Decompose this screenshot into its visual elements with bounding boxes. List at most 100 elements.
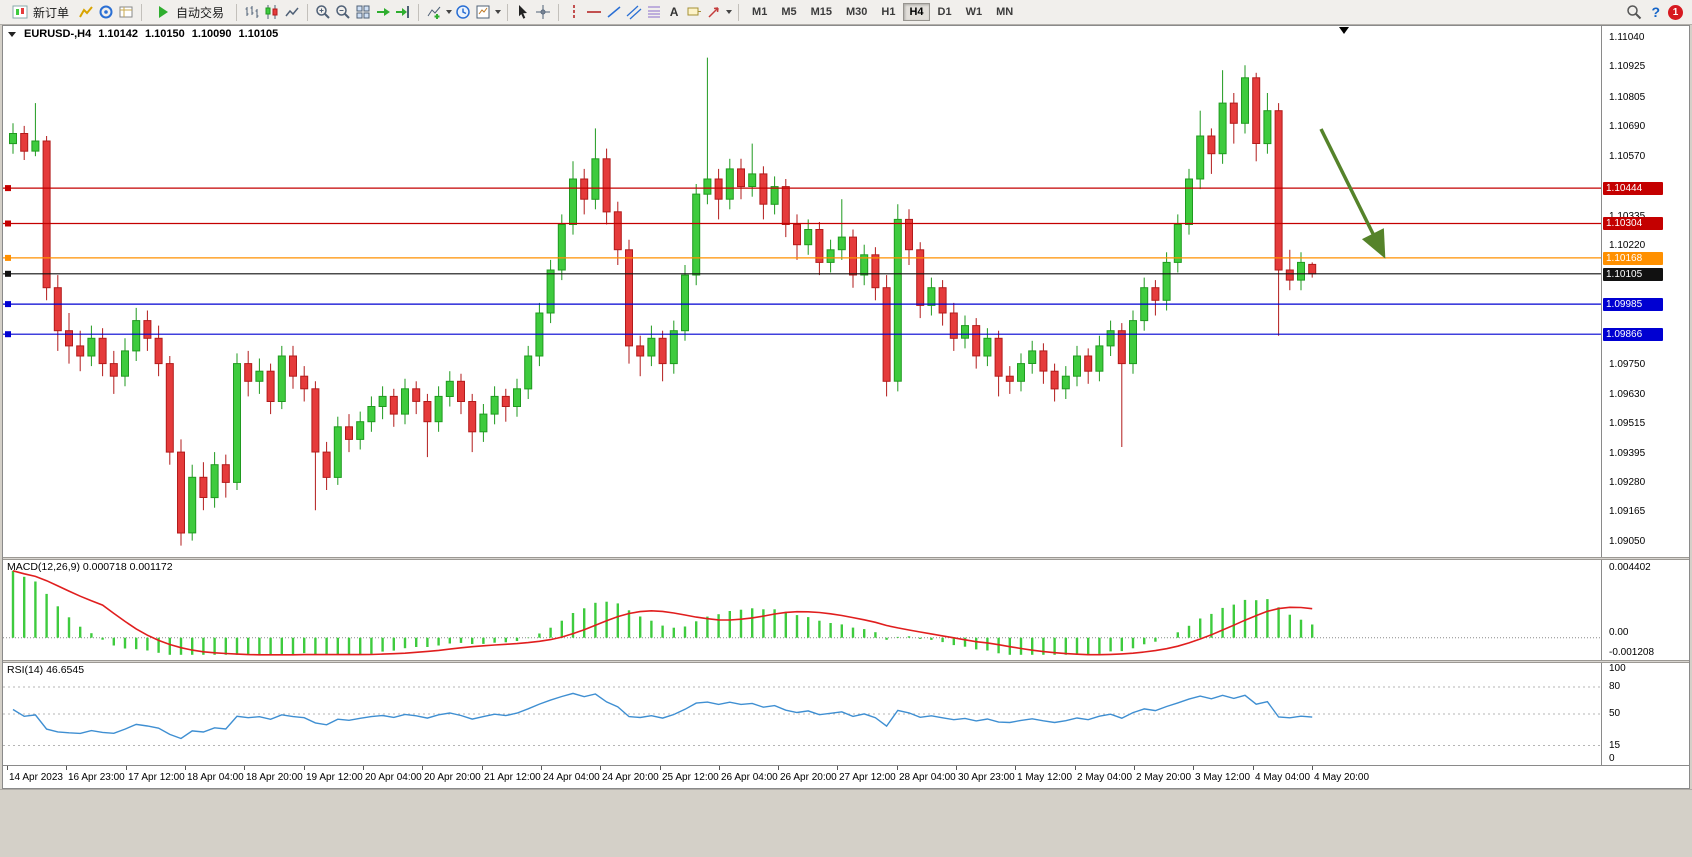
timeframe-button-MN[interactable]: MN xyxy=(996,6,1014,18)
main-chart-plot[interactable]: EURUSD-,H4 1.10142 1.10150 1.10090 1.101… xyxy=(3,26,1601,557)
time-label: 14 Apr 2023 xyxy=(9,772,63,783)
annotation-arrow[interactable] xyxy=(1319,128,1386,259)
price-tick-label: 1.09280 xyxy=(1609,477,1646,488)
price-tick-label: 1.09630 xyxy=(1609,389,1646,400)
rsi-axis-label: 15 xyxy=(1609,740,1621,751)
market-watch-icon[interactable] xyxy=(97,3,115,21)
cursor-icon[interactable] xyxy=(514,3,532,21)
time-label: 20 Apr 20:00 xyxy=(424,772,481,783)
time-tick xyxy=(244,766,245,770)
time-tick xyxy=(7,766,8,770)
search-icon[interactable] xyxy=(1625,3,1643,21)
rsi-axis-label: 100 xyxy=(1609,663,1626,674)
price-tick-label: 1.10805 xyxy=(1609,92,1646,103)
time-tick xyxy=(1312,766,1313,770)
chart-high-value: 1.10150 xyxy=(145,28,185,40)
clock-icon[interactable] xyxy=(454,3,472,21)
time-label: 4 May 04:00 xyxy=(1255,772,1311,783)
ohlc-bars-icon[interactable] xyxy=(243,3,261,21)
time-tick xyxy=(1253,766,1254,770)
macd-axis: 0.004402 0.00 -0.001208 xyxy=(1601,560,1689,660)
price-tick-label: 1.10570 xyxy=(1609,151,1646,162)
auto-trading-label: 自动交易 xyxy=(176,5,225,20)
equidistant-channel-icon[interactable] xyxy=(625,3,643,21)
panel-splitter[interactable] xyxy=(3,660,1689,663)
time-label: 18 Apr 20:00 xyxy=(246,772,303,783)
time-label: 24 Apr 20:00 xyxy=(602,772,659,783)
timeframe-button-M15[interactable]: M15 xyxy=(810,6,832,18)
bar-shift-marker[interactable] xyxy=(1339,27,1349,34)
trendline-icon[interactable] xyxy=(605,3,623,21)
tile-windows-icon[interactable] xyxy=(354,3,372,21)
arrows-tool-icon[interactable] xyxy=(705,3,723,21)
toolbar-separator xyxy=(558,3,560,21)
notification-badge[interactable]: 1 xyxy=(1668,4,1683,20)
timeframe-button-W1[interactable]: W1 xyxy=(965,6,983,18)
toolbar-separator xyxy=(307,3,309,21)
time-tick xyxy=(837,766,838,770)
time-tick xyxy=(541,766,542,770)
rsi-plot[interactable]: RSI(14) 46.6545 xyxy=(3,663,1601,765)
templates-dropdown-caret-icon[interactable] xyxy=(495,10,502,14)
arrows-dropdown-caret-icon[interactable] xyxy=(726,10,733,14)
text-tool-icon[interactable]: A xyxy=(669,5,679,19)
rsi-chart[interactable] xyxy=(3,663,1601,765)
macd-axis-label: 0.00 xyxy=(1609,627,1629,638)
vertical-line-icon[interactable] xyxy=(565,3,583,21)
one-click-trading-collapse-icon[interactable] xyxy=(8,31,16,37)
data-window-icon[interactable] xyxy=(117,3,135,21)
rsi-axis-label: 0 xyxy=(1609,753,1615,764)
time-label: 26 Apr 20:00 xyxy=(780,772,837,783)
new-order-button[interactable]: 新订单 xyxy=(5,2,75,23)
support-line-1-price-badge: 1.09985 xyxy=(1603,298,1663,311)
time-tick xyxy=(660,766,661,770)
templates-icon[interactable] xyxy=(474,3,492,21)
time-label: 25 Apr 12:00 xyxy=(662,772,719,783)
crosshair-icon[interactable] xyxy=(534,3,552,21)
time-axis[interactable]: 14 Apr 2023 16 Apr 23:00 17 Apr 12:00 18 Ap… xyxy=(3,765,1689,788)
time-tick xyxy=(600,766,601,770)
time-label: 3 May 12:00 xyxy=(1195,772,1251,783)
line-chart-icon[interactable] xyxy=(283,3,301,21)
price-axis[interactable]: 1.11040 1.10925 1.10805 1.10690 1.10570 1.103… xyxy=(1601,26,1689,557)
chart-symbol-label: EURUSD-,H4 xyxy=(24,28,92,40)
timeframe-button-M30[interactable]: M30 xyxy=(846,6,868,18)
charts-icon[interactable] xyxy=(77,3,95,21)
timeframe-button-H4[interactable]: H4 xyxy=(903,3,930,21)
timeframe-button-H1[interactable]: H1 xyxy=(881,6,896,18)
time-label: 19 Apr 12:00 xyxy=(306,772,363,783)
fibonacci-icon[interactable] xyxy=(645,3,663,21)
price-tick-label: 1.10220 xyxy=(1609,240,1646,251)
time-tick xyxy=(1134,766,1135,770)
timeframe-button-D1[interactable]: D1 xyxy=(937,6,952,18)
help-icon[interactable]: ? xyxy=(1651,4,1660,20)
zoom-in-icon[interactable] xyxy=(314,3,332,21)
time-tick xyxy=(185,766,186,770)
horizontal-line-icon[interactable] xyxy=(585,3,603,21)
toolbar-separator xyxy=(507,3,509,21)
macd-chart[interactable] xyxy=(3,560,1601,660)
candlestick-chart-icon[interactable] xyxy=(263,3,281,21)
current-price-line-price-badge: 1.10105 xyxy=(1603,268,1663,281)
macd-plot[interactable]: MACD(12,26,9) 0.000718 0.001172 xyxy=(3,560,1601,660)
time-label: 24 Apr 04:00 xyxy=(543,772,600,783)
time-tick xyxy=(126,766,127,770)
auto-trading-button[interactable]: 自动交易 xyxy=(148,2,230,23)
panel-splitter[interactable] xyxy=(3,557,1689,560)
time-tick xyxy=(956,766,957,770)
time-label: 18 Apr 04:00 xyxy=(187,772,244,783)
indicators-icon[interactable] xyxy=(425,3,443,21)
timeframe-button-M1[interactable]: M1 xyxy=(752,6,768,18)
price-tick-label: 1.10690 xyxy=(1609,121,1646,132)
zoom-out-icon[interactable] xyxy=(334,3,352,21)
label-tool-icon[interactable] xyxy=(685,3,703,21)
chart-shift-icon[interactable] xyxy=(394,3,412,21)
indicators-dropdown-caret-icon[interactable] xyxy=(446,10,453,14)
candlestick-chart[interactable] xyxy=(3,26,1601,557)
time-label: 17 Apr 12:00 xyxy=(128,772,185,783)
timeframe-button-M5[interactable]: M5 xyxy=(781,6,797,18)
new-order-icon xyxy=(11,3,29,21)
auto-scroll-icon[interactable] xyxy=(374,3,392,21)
time-label: 28 Apr 04:00 xyxy=(899,772,956,783)
